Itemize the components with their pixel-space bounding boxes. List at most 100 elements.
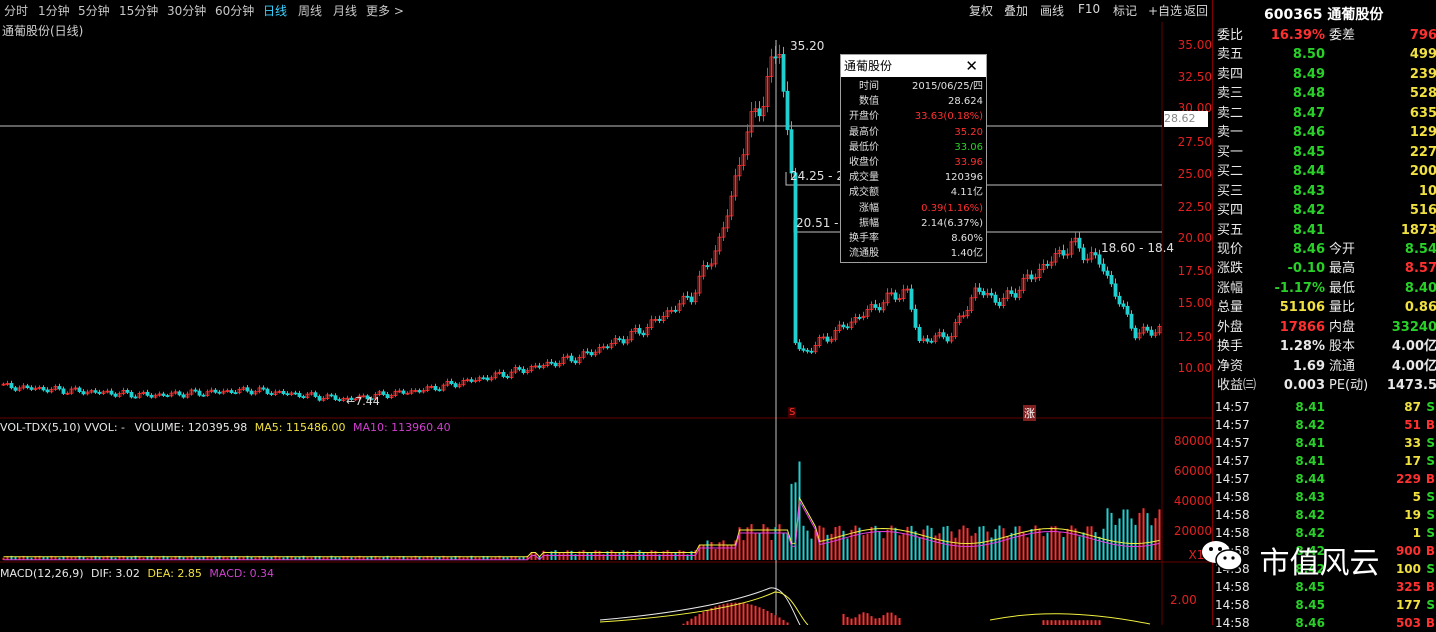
- candle-body: [493, 372, 498, 379]
- period-tab-60min[interactable]: 60分钟: [215, 4, 255, 18]
- period-tab-fenshi[interactable]: 分时: [4, 4, 29, 18]
- close-icon[interactable]: ✕: [965, 57, 978, 75]
- trade-time: 14:57: [1215, 472, 1250, 486]
- quote-value: 8.48: [1292, 86, 1325, 102]
- period-tab-1min[interactable]: 1分钟: [38, 4, 70, 18]
- candle-body: [173, 391, 178, 394]
- trade-row: 14:57 8.41 33 S: [1213, 434, 1436, 452]
- price-tick: 25.00: [1177, 167, 1212, 181]
- candle-body: [293, 392, 298, 395]
- trade-time: 14:58: [1215, 598, 1250, 612]
- candle-body: [69, 388, 74, 394]
- candle-body: [197, 390, 202, 396]
- candle-body: [533, 365, 538, 368]
- candle-body: [941, 332, 946, 338]
- candle-body: [625, 339, 630, 344]
- add-watchlist-button[interactable]: +自选: [1148, 4, 1183, 18]
- popup-row-value: 1.40亿: [950, 248, 983, 260]
- period-tab-more[interactable]: 更多 >: [366, 4, 404, 18]
- candle-body: [997, 301, 1002, 306]
- mark-button[interactable]: 标记: [1113, 4, 1138, 18]
- trade-side: S: [1426, 562, 1435, 576]
- candle-body: [561, 356, 566, 364]
- candle-body: [589, 352, 594, 356]
- quote-label: 买二: [1217, 164, 1244, 180]
- trade-volume: 325: [1395, 580, 1421, 594]
- quote-label: 股本: [1329, 339, 1356, 355]
- candle-body: [501, 371, 506, 377]
- popup-row-value: 35.20: [954, 126, 983, 138]
- trade-price: 8.44: [1295, 472, 1325, 486]
- candle-body: [397, 390, 402, 393]
- candle-body: [877, 307, 882, 311]
- candle-body: [213, 389, 218, 393]
- candle-body: [725, 215, 730, 229]
- candle-body: [157, 393, 162, 396]
- popup-row-label: 时间: [859, 81, 879, 92]
- range-box-label: 20.51 - 2: [796, 216, 850, 230]
- period-tab-daily[interactable]: 日线: [263, 4, 288, 18]
- volume-tick: 40000: [1173, 494, 1212, 508]
- trade-price: 8.42: [1295, 544, 1325, 558]
- candle-body: [1125, 305, 1130, 315]
- quote-value: 51106: [1279, 300, 1325, 316]
- trade-time: 14:58: [1215, 526, 1250, 540]
- popup-row-value: 2015/06/25/四: [911, 81, 983, 92]
- candle-body: [257, 387, 262, 393]
- bar-info-popup: 通葡股份 ✕ 时间 2015/06/25/四 数值 28.624 开盘价 33.63(0.…: [840, 54, 987, 263]
- period-tab-15min[interactable]: 15分钟: [119, 4, 159, 18]
- popup-row: 时间 2015/06/25/四: [841, 79, 986, 94]
- candle-body: [385, 394, 390, 399]
- trade-price: 8.43: [1295, 490, 1325, 504]
- candle-body: [1145, 326, 1150, 331]
- candle-body: [749, 111, 754, 133]
- candle-body: [281, 390, 286, 395]
- trade-time: 14:57: [1215, 400, 1250, 414]
- candle-body: [557, 363, 562, 367]
- f10-button[interactable]: F10: [1078, 2, 1101, 16]
- quote-row: 买一 8.45 227: [1213, 143, 1436, 163]
- period-tab-5min[interactable]: 5分钟: [78, 4, 110, 18]
- quote-value: -1.17%: [1274, 280, 1326, 296]
- candle-body: [401, 390, 406, 394]
- restore-rights-button[interactable]: 复权: [969, 4, 994, 18]
- candle-body: [89, 390, 94, 393]
- price-axis: 35.00 32.50 30.00 27.50 25.00 22.50 20.0…: [1160, 0, 1212, 420]
- candle-body: [829, 338, 834, 342]
- trade-time: 14:58: [1215, 616, 1250, 630]
- quote-value: 8.57: [1404, 261, 1436, 277]
- quote-value: 200: [1409, 164, 1436, 180]
- macd-value: MACD: 0.34: [209, 567, 275, 580]
- trade-price: 8.42: [1295, 418, 1325, 432]
- candle-body: [705, 265, 710, 268]
- candle-body: [217, 391, 222, 394]
- candle-body: [669, 309, 674, 312]
- candle-body: [653, 318, 658, 321]
- quote-value: 796: [1409, 28, 1436, 43]
- period-tab-30min[interactable]: 30分钟: [167, 4, 207, 18]
- candle-body: [1053, 253, 1058, 263]
- candle-body: [381, 391, 386, 395]
- popup-row-label: 涨幅: [859, 202, 879, 214]
- period-tab-weekly[interactable]: 周线: [298, 4, 323, 18]
- candle-body: [761, 105, 766, 117]
- period-tab-monthly[interactable]: 月线: [333, 4, 358, 18]
- draw-line-button[interactable]: 画线: [1040, 4, 1065, 18]
- candle-body: [773, 56, 778, 59]
- quote-value: 8.46: [1292, 125, 1325, 141]
- overlay-button[interactable]: 叠加: [1004, 4, 1029, 18]
- trade-row: 14:57 8.42 51 B: [1213, 416, 1436, 434]
- quote-value: 33240: [1391, 319, 1436, 335]
- trade-time: 14:58: [1215, 580, 1250, 594]
- quote-label: 买三: [1217, 183, 1244, 199]
- quote-row: 外盘 17866 内盘 33240: [1213, 318, 1436, 338]
- candle-body: [233, 392, 238, 395]
- quote-label: 外盘: [1217, 319, 1244, 335]
- candle-body: [649, 319, 654, 328]
- candle-body: [637, 328, 642, 334]
- quote-value: 8.41: [1292, 222, 1325, 238]
- candle-body: [261, 387, 266, 390]
- back-button[interactable]: 返回: [1184, 4, 1209, 18]
- chart-canvas[interactable]: [0, 0, 1212, 625]
- trade-volume: 100: [1395, 562, 1421, 576]
